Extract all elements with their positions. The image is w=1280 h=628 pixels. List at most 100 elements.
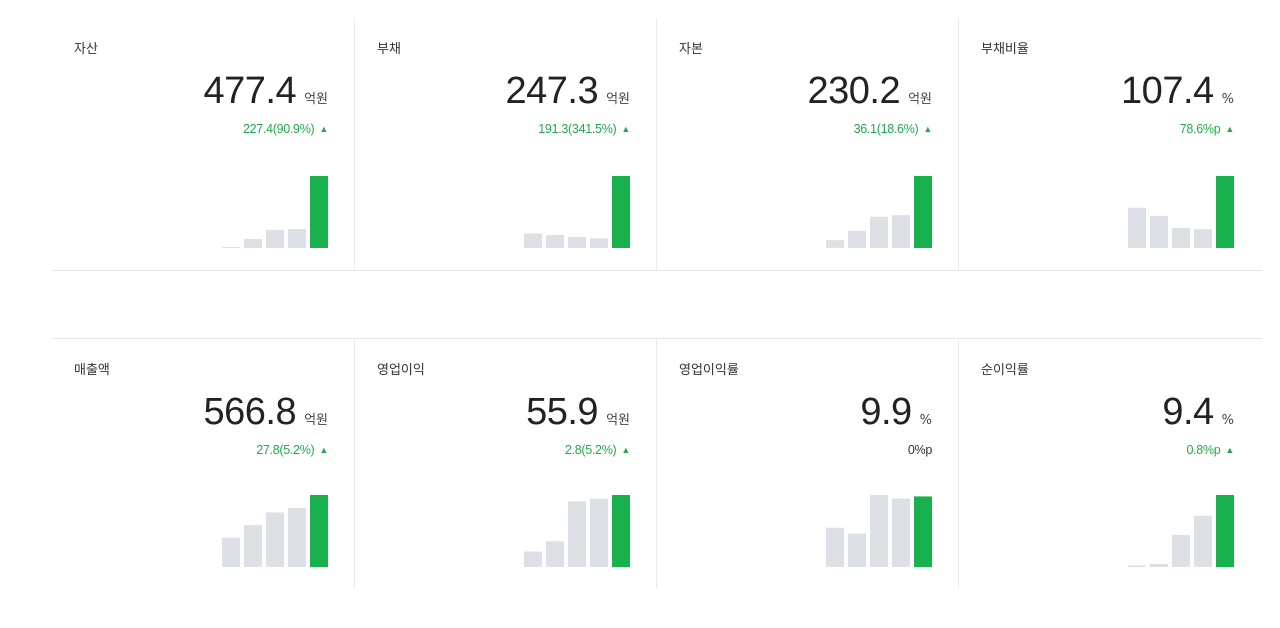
- bar-1: [826, 240, 844, 248]
- bar-4: [892, 498, 910, 567]
- card-value: 9.4: [1162, 391, 1214, 433]
- change-indicator: 27.8(5.2%) ▲: [256, 443, 328, 457]
- bar-1: [1128, 565, 1146, 567]
- change-text: 0%p: [907, 443, 932, 457]
- bar-current: [914, 176, 932, 248]
- bar-4: [1194, 229, 1212, 248]
- change-text: 227.4(90.9%): [242, 122, 315, 136]
- change-indicator: 0.8%p ▲: [1186, 443, 1234, 457]
- bar-2: [244, 238, 262, 248]
- sparkline-bar-chart: [826, 495, 932, 567]
- bar-3: [1172, 227, 1190, 248]
- card-value: 230.2: [807, 70, 901, 112]
- card-assets: 자산 477.4 억원 227.4(90.9%) ▲: [52, 18, 354, 270]
- change-text: 0.8%p: [1186, 443, 1221, 457]
- card-unit: %: [919, 413, 932, 428]
- bar-3: [568, 236, 586, 248]
- card-equity: 자본 230.2 억원 36.1(18.6%) ▲: [656, 18, 958, 270]
- up-arrow-icon: ▲: [1225, 445, 1234, 455]
- value-line: 477.4 억원: [203, 70, 328, 113]
- change-indicator: 0%p: [908, 443, 932, 457]
- change-indicator: 191.3(341.5%) ▲: [538, 122, 630, 136]
- change-text: 36.1(18.6%): [853, 122, 919, 136]
- change-text: 27.8(5.2%): [256, 443, 315, 457]
- bar-3: [1172, 534, 1190, 567]
- bar-4: [288, 507, 306, 567]
- card-net-margin: 순이익률 9.4 % 0.8%p ▲: [958, 339, 1260, 589]
- card-label: 부채: [377, 42, 401, 57]
- card-operating-income: 영업이익 55.9 억원 2.8(5.2%) ▲: [354, 339, 656, 589]
- change-text: 2.8(5.2%): [564, 443, 617, 457]
- up-arrow-icon: ▲: [319, 124, 328, 134]
- bar-1: [1128, 207, 1146, 248]
- bar-2: [244, 525, 262, 567]
- bar-3: [266, 512, 284, 567]
- change-indicator: 227.4(90.9%) ▲: [243, 122, 328, 136]
- card-value: 247.3: [505, 70, 599, 112]
- bar-1: [222, 247, 240, 248]
- card-value: 9.9: [860, 391, 912, 433]
- bar-1: [524, 233, 542, 248]
- card-liabilities: 부채 247.3 억원 191.3(341.5%) ▲: [354, 18, 656, 270]
- bar-1: [222, 537, 240, 567]
- bar-2: [1150, 563, 1168, 567]
- card-value: 477.4: [203, 70, 297, 112]
- bar-3: [870, 495, 888, 567]
- bar-current: [1216, 495, 1234, 567]
- value-line: 9.9 %: [860, 391, 932, 434]
- bar-2: [848, 533, 866, 567]
- bar-current: [612, 495, 630, 567]
- value-line: 247.3 억원: [505, 70, 630, 113]
- bar-2: [848, 230, 866, 248]
- bar-4: [288, 229, 306, 248]
- bar-1: [524, 551, 542, 567]
- up-arrow-icon: ▲: [621, 124, 630, 134]
- card-unit: 억원: [606, 92, 630, 107]
- card-debt-ratio: 부채비율 107.4 % 78.6%p ▲: [958, 18, 1260, 270]
- sparkline-bar-chart: [524, 176, 630, 248]
- bar-4: [590, 238, 608, 248]
- card-unit: %: [1221, 92, 1234, 107]
- sparkline-bar-chart: [222, 176, 328, 248]
- card-label: 부채비율: [981, 42, 1029, 57]
- card-value: 107.4: [1121, 70, 1214, 112]
- card-label: 영업이익: [377, 363, 425, 378]
- value-line: 230.2 억원: [807, 70, 932, 113]
- bar-4: [892, 215, 910, 248]
- sparkline-bar-chart: [222, 495, 328, 567]
- card-label: 영업이익률: [679, 363, 739, 378]
- up-arrow-icon: ▲: [923, 124, 932, 134]
- summary-row-income: 매출액 566.8 억원 27.8(5.2%) ▲ 영업이익 55.9 억원 2.…: [52, 338, 1262, 589]
- card-value: 55.9: [526, 391, 599, 433]
- card-unit: 억원: [908, 92, 932, 107]
- card-operating-margin: 영업이익률 9.9 % 0%p: [656, 339, 958, 589]
- bar-2: [546, 234, 564, 248]
- change-text: 78.6%p: [1179, 122, 1221, 136]
- card-unit: 억원: [304, 413, 328, 428]
- bar-3: [266, 229, 284, 248]
- bar-current: [1216, 176, 1234, 248]
- card-label: 매출액: [74, 363, 110, 378]
- up-arrow-icon: ▲: [621, 445, 630, 455]
- card-unit: 억원: [304, 92, 328, 107]
- bar-4: [590, 498, 608, 567]
- up-arrow-icon: ▲: [319, 445, 328, 455]
- sparkline-bar-chart: [1128, 176, 1234, 248]
- bar-3: [568, 501, 586, 567]
- card-label: 순이익률: [981, 363, 1029, 378]
- bar-current: [612, 176, 630, 248]
- sparkline-bar-chart: [826, 176, 932, 248]
- change-indicator: 78.6%p ▲: [1179, 122, 1235, 136]
- bar-current: [914, 496, 932, 567]
- bar-2: [1150, 215, 1168, 248]
- up-arrow-icon: ▲: [1225, 124, 1234, 134]
- summary-row-balance: 자산 477.4 억원 227.4(90.9%) ▲ 부채 247.3 억원 19…: [52, 18, 1262, 271]
- change-text: 191.3(341.5%): [538, 122, 617, 136]
- bar-3: [870, 216, 888, 248]
- change-indicator: 36.1(18.6%) ▲: [853, 122, 933, 136]
- change-indicator: 2.8(5.2%) ▲: [565, 443, 630, 457]
- card-label: 자본: [679, 42, 703, 57]
- value-line: 107.4 %: [1121, 70, 1234, 113]
- bar-2: [546, 541, 564, 567]
- card-unit: 억원: [606, 413, 630, 428]
